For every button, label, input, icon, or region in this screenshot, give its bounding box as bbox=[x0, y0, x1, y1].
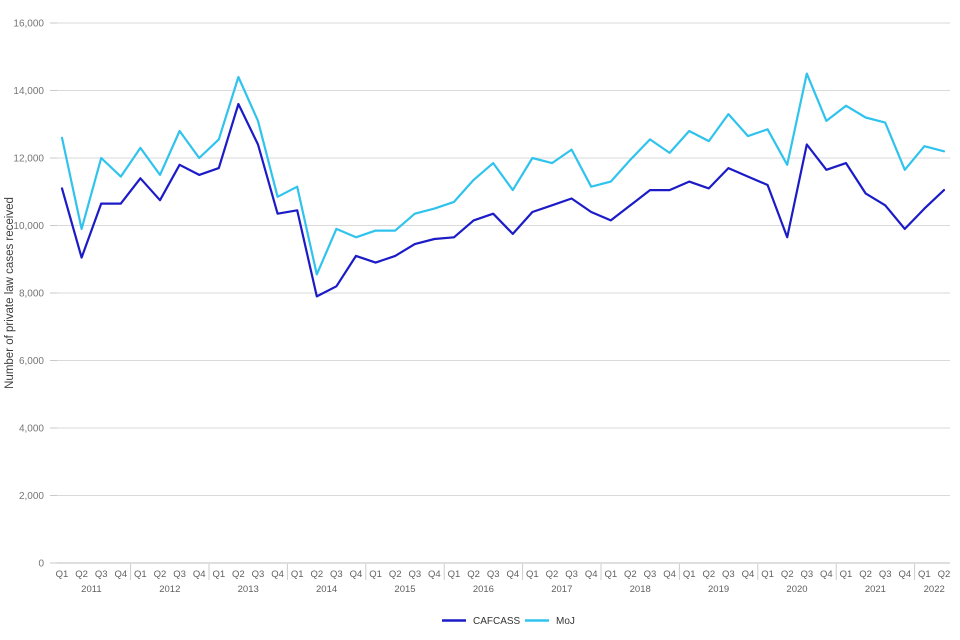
y-tick-label: 12,000 bbox=[13, 154, 44, 165]
x-year-label: 2015 bbox=[394, 584, 415, 595]
x-quarter-label: Q4 bbox=[193, 569, 206, 580]
x-quarter-label: Q2 bbox=[154, 569, 167, 580]
x-quarter-label: Q3 bbox=[644, 569, 657, 580]
y-tick-label: 4,000 bbox=[19, 424, 44, 435]
x-quarter-label: Q3 bbox=[330, 569, 343, 580]
x-quarter-label: Q3 bbox=[487, 569, 500, 580]
x-year-label: 2022 bbox=[924, 584, 945, 595]
x-quarter-label: Q4 bbox=[271, 569, 284, 580]
x-quarter-label: Q1 bbox=[448, 569, 461, 580]
x-year-label: 2014 bbox=[316, 584, 337, 595]
x-quarter-label: Q4 bbox=[585, 569, 598, 580]
x-quarter-label: Q2 bbox=[624, 569, 637, 580]
x-year-label: 2020 bbox=[786, 584, 807, 595]
x-year-label: 2017 bbox=[551, 584, 572, 595]
x-quarter-label: Q4 bbox=[820, 569, 833, 580]
x-quarter-label: Q2 bbox=[310, 569, 323, 580]
x-quarter-label: Q2 bbox=[546, 569, 559, 580]
x-quarter-label: Q1 bbox=[369, 569, 382, 580]
x-quarter-label: Q2 bbox=[232, 569, 245, 580]
x-quarter-label: Q2 bbox=[75, 569, 88, 580]
series-line-cafcass bbox=[60, 102, 946, 298]
y-tick-label: 16,000 bbox=[13, 19, 44, 30]
x-quarter-label: Q1 bbox=[683, 569, 696, 580]
x-quarter-label: Q3 bbox=[722, 569, 735, 580]
x-year-label: 2013 bbox=[238, 584, 259, 595]
x-quarter-label: Q4 bbox=[114, 569, 127, 580]
x-quarter-label: Q3 bbox=[565, 569, 578, 580]
x-year-label: 2012 bbox=[159, 584, 180, 595]
x-quarter-label: Q2 bbox=[467, 569, 480, 580]
x-year-label: 2016 bbox=[473, 584, 494, 595]
x-quarter-label: Q2 bbox=[938, 569, 951, 580]
x-quarter-label: Q3 bbox=[252, 569, 265, 580]
x-quarter-label: Q4 bbox=[350, 569, 363, 580]
x-year-label: 2011 bbox=[81, 584, 101, 595]
x-quarter-label: Q2 bbox=[781, 569, 794, 580]
x-year-label: 2018 bbox=[630, 584, 651, 595]
x-quarter-label: Q1 bbox=[134, 569, 147, 580]
x-quarter-label: Q4 bbox=[742, 569, 755, 580]
x-quarter-label: Q2 bbox=[859, 569, 872, 580]
x-quarter-label: Q1 bbox=[526, 569, 539, 580]
y-tick-label: 2,000 bbox=[19, 491, 44, 502]
x-year-label: 2019 bbox=[708, 584, 729, 595]
x-quarter-label: Q1 bbox=[604, 569, 617, 580]
x-quarter-label: Q3 bbox=[408, 569, 421, 580]
x-quarter-label: Q4 bbox=[506, 569, 519, 580]
x-quarter-label: Q1 bbox=[918, 569, 931, 580]
y-tick-label: 8,000 bbox=[19, 289, 44, 300]
y-tick-label: 6,000 bbox=[19, 356, 44, 367]
x-quarter-label: Q3 bbox=[173, 569, 186, 580]
y-tick-label: 14,000 bbox=[13, 86, 44, 97]
x-quarter-label: Q3 bbox=[800, 569, 813, 580]
legend-label-cafcass: CAFCASS bbox=[473, 616, 521, 627]
y-tick-label: 0 bbox=[38, 559, 44, 570]
x-quarter-label: Q2 bbox=[389, 569, 402, 580]
x-quarter-label: Q4 bbox=[428, 569, 441, 580]
x-quarter-label: Q4 bbox=[663, 569, 676, 580]
x-quarter-label: Q3 bbox=[95, 569, 108, 580]
x-quarter-label: Q1 bbox=[761, 569, 774, 580]
y-tick-label: 10,000 bbox=[13, 221, 44, 232]
x-quarter-label: Q2 bbox=[702, 569, 715, 580]
legend-label-moj: MoJ bbox=[556, 616, 575, 627]
x-year-label: 2021 bbox=[865, 584, 886, 595]
series-line-moj bbox=[60, 72, 946, 276]
x-quarter-label: Q1 bbox=[56, 569, 69, 580]
x-quarter-label: Q1 bbox=[212, 569, 225, 580]
x-quarter-label: Q1 bbox=[840, 569, 853, 580]
x-quarter-label: Q3 bbox=[879, 569, 892, 580]
x-quarter-label: Q4 bbox=[898, 569, 911, 580]
x-quarter-label: Q1 bbox=[291, 569, 304, 580]
y-axis-title: Number of private law cases received bbox=[4, 197, 16, 389]
